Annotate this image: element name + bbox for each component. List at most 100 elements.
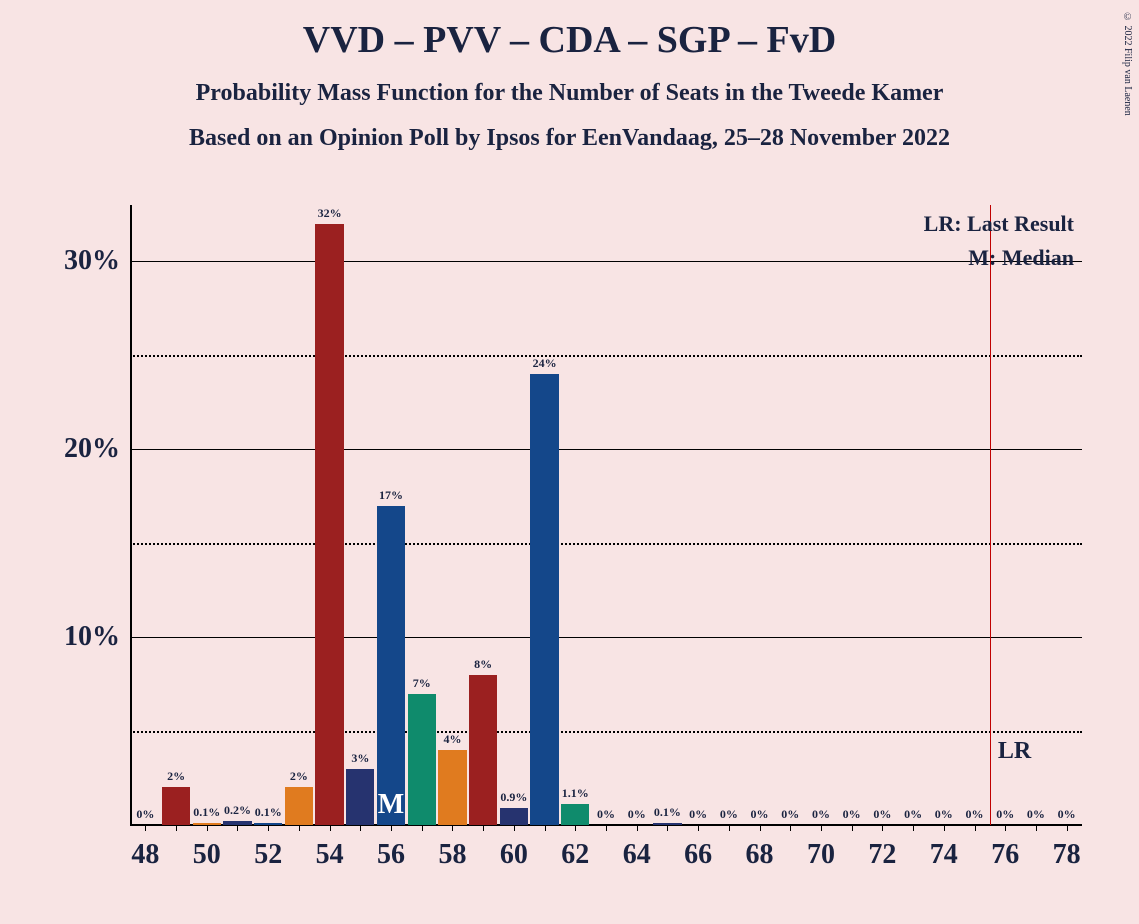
bar-value-label: 0%: [873, 807, 891, 825]
x-tick: [452, 825, 453, 831]
bar-value-label: 32%: [318, 206, 342, 224]
x-tick: [1005, 825, 1006, 831]
x-tick: [882, 825, 883, 831]
bar-value-label: 0%: [720, 807, 738, 825]
legend-lr: LR: Last Result: [924, 211, 1074, 237]
bar: 17%M: [377, 506, 405, 825]
bar-value-label: 0%: [751, 807, 769, 825]
x-tick-label: 56: [377, 825, 405, 871]
gridline-major: [130, 637, 1082, 638]
median-marker: M: [378, 789, 404, 821]
bar: 2%: [285, 787, 313, 825]
x-tick: [975, 825, 976, 831]
bar-value-label: 0.1%: [193, 805, 220, 823]
x-tick: [391, 825, 392, 831]
x-tick: [360, 825, 361, 831]
x-tick: [852, 825, 853, 831]
last-result-line: [990, 205, 991, 825]
x-tick: [299, 825, 300, 831]
bar-value-label: 24%: [533, 356, 557, 374]
gridline-minor: [130, 543, 1082, 545]
bar: 32%: [315, 224, 343, 825]
bar-value-label: 0%: [966, 807, 984, 825]
x-tick-label: 74: [930, 825, 958, 871]
x-tick-label: 50: [193, 825, 221, 871]
chart-subtitle-1: Probability Mass Function for the Number…: [0, 62, 1139, 107]
x-tick: [790, 825, 791, 831]
x-tick: [145, 825, 146, 831]
x-tick: [176, 825, 177, 831]
x-tick-label: 76: [991, 825, 1019, 871]
x-tick-label: 78: [1053, 825, 1081, 871]
chart-title: VVD – PVV – CDA – SGP – FvD: [0, 0, 1139, 62]
x-tick: [268, 825, 269, 831]
x-tick: [1067, 825, 1068, 831]
bar: 8%: [469, 675, 497, 825]
bar: 0.2%: [223, 821, 251, 825]
bar-value-label: 0%: [1027, 807, 1045, 825]
x-tick: [514, 825, 515, 831]
bar: 4%: [438, 750, 466, 825]
bar: 3%: [346, 769, 374, 825]
bar-value-label: 8%: [474, 657, 492, 675]
x-tick: [667, 825, 668, 831]
legend-median: M: Median: [968, 245, 1074, 271]
x-tick-label: 64: [623, 825, 651, 871]
x-tick: [698, 825, 699, 831]
x-tick-label: 48: [131, 825, 159, 871]
x-tick-label: 60: [500, 825, 528, 871]
x-tick: [545, 825, 546, 831]
gridline-minor: [130, 355, 1082, 357]
bar-value-label: 0%: [996, 807, 1014, 825]
x-tick-label: 66: [684, 825, 712, 871]
bar-value-label: 0%: [935, 807, 953, 825]
y-tick-label: 20%: [64, 433, 130, 465]
x-tick-label: 72: [868, 825, 896, 871]
x-tick: [575, 825, 576, 831]
bar-value-label: 0.1%: [654, 805, 681, 823]
bar-value-label: 0.1%: [255, 805, 282, 823]
bar-value-label: 0%: [843, 807, 861, 825]
bar-value-label: 0%: [136, 807, 154, 825]
x-tick: [1036, 825, 1037, 831]
bar: 7%: [408, 694, 436, 826]
bar-value-label: 0%: [628, 807, 646, 825]
bar-value-label: 3%: [351, 751, 369, 769]
x-tick: [330, 825, 331, 831]
x-tick: [606, 825, 607, 831]
x-tick-label: 54: [316, 825, 344, 871]
bar-value-label: 0%: [597, 807, 615, 825]
bar-value-label: 0%: [781, 807, 799, 825]
chart-subtitle-2: Based on an Opinion Poll by Ipsos for Ee…: [0, 107, 1139, 152]
x-tick-label: 68: [746, 825, 774, 871]
bar: 1.1%: [561, 804, 589, 825]
bar: 2%: [162, 787, 190, 825]
x-tick: [483, 825, 484, 831]
last-result-label: LR: [998, 738, 1031, 765]
bar-value-label: 4%: [443, 732, 461, 750]
bar-value-label: 0%: [689, 807, 707, 825]
x-tick: [237, 825, 238, 831]
bar-value-label: 0%: [904, 807, 922, 825]
bar: 0.9%: [500, 808, 528, 825]
x-tick: [637, 825, 638, 831]
bar-value-label: 0%: [1058, 807, 1076, 825]
bar-value-label: 2%: [167, 769, 185, 787]
bar: 0.1%: [254, 823, 282, 825]
bar: 24%: [530, 374, 558, 825]
bar-value-label: 1.1%: [562, 786, 589, 804]
x-tick: [207, 825, 208, 831]
copyright-notice: © 2022 Filip van Laenen: [1122, 12, 1133, 116]
bar-value-label: 17%: [379, 488, 403, 506]
x-tick: [760, 825, 761, 831]
bar-value-label: 0%: [812, 807, 830, 825]
x-tick: [422, 825, 423, 831]
pmf-bar-chart: 10%20%30%4850525456586062646668707274767…: [130, 205, 1082, 825]
x-tick: [729, 825, 730, 831]
x-tick-label: 52: [254, 825, 282, 871]
bar-value-label: 0.9%: [500, 790, 527, 808]
bar: 0.1%: [193, 823, 221, 825]
x-tick: [944, 825, 945, 831]
y-tick-label: 30%: [64, 245, 130, 277]
gridline-major: [130, 449, 1082, 450]
